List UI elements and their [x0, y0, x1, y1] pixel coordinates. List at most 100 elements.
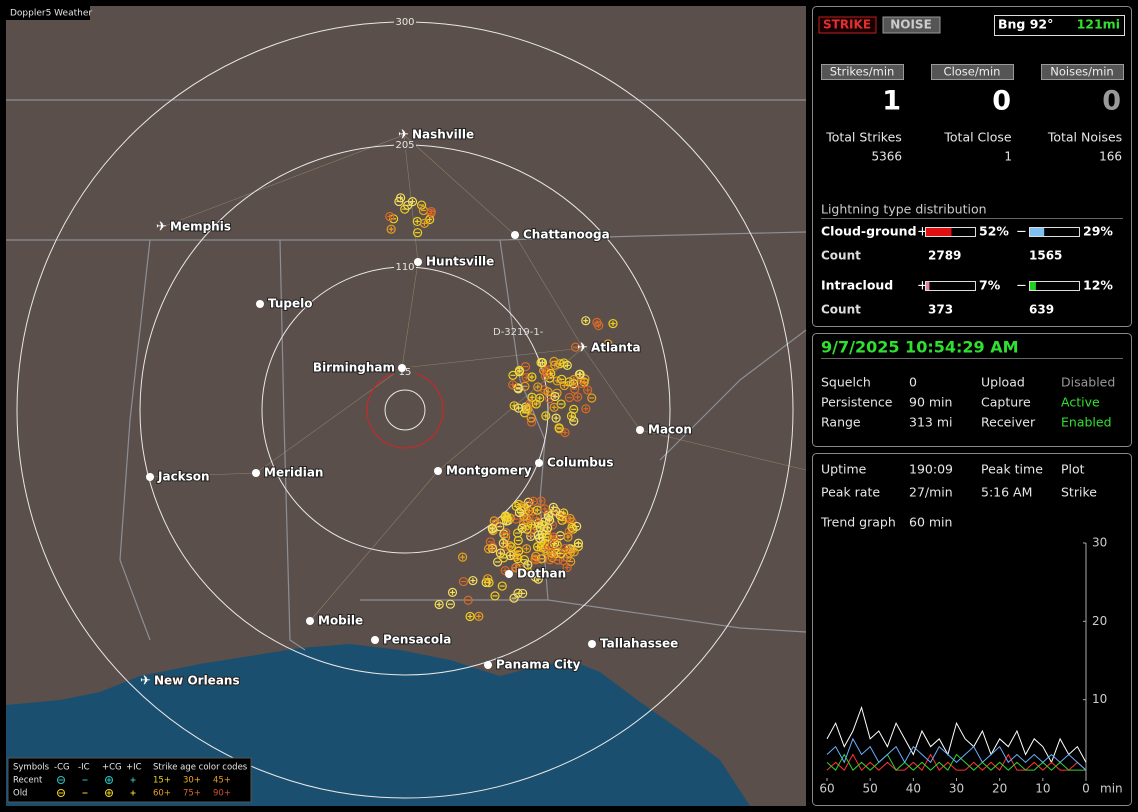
bar-frame — [1029, 227, 1080, 237]
city-label: New Orleans — [154, 674, 240, 688]
strike — [385, 211, 395, 222]
strike — [531, 399, 541, 409]
type-name: Cloud-ground — [821, 224, 917, 239]
strike — [532, 542, 543, 552]
strike — [523, 567, 534, 577]
strike — [563, 532, 573, 542]
strike-button[interactable] — [818, 16, 877, 34]
city-label: Birmingham — [313, 361, 395, 375]
total-value: 166 — [1099, 150, 1122, 164]
strike — [570, 342, 581, 352]
y-tick-label: 20 — [1092, 614, 1107, 628]
strike — [463, 595, 473, 605]
strike — [386, 224, 396, 234]
legend-text: 45+ — [213, 776, 231, 786]
rate-button — [1041, 64, 1124, 80]
strike — [484, 578, 494, 588]
legend-text: 75+ — [183, 789, 201, 799]
strike — [499, 553, 509, 563]
rate-button — [931, 64, 1014, 80]
count-value: 2789 — [928, 249, 961, 263]
percent-bar — [1030, 282, 1036, 290]
strike — [603, 339, 613, 349]
setting: 90 min — [909, 395, 952, 410]
strike — [570, 384, 580, 394]
city-dot — [146, 473, 154, 481]
legend-text: -CG — [54, 763, 70, 773]
percent-label: 12% — [1083, 278, 1113, 293]
count-value: 1565 — [1029, 249, 1062, 263]
ring-label: 205 — [395, 140, 414, 151]
rate-label: Noises/min — [1050, 65, 1113, 79]
strike — [416, 200, 427, 210]
count-label: Count — [821, 249, 861, 263]
strike — [527, 372, 537, 382]
total-value: 1 — [1004, 150, 1012, 164]
city-dot — [414, 258, 422, 266]
strike — [512, 551, 522, 562]
strike — [531, 551, 541, 561]
ring-label: 15 — [399, 367, 412, 378]
ring-label-bg — [394, 262, 416, 272]
setting: Receiver — [981, 415, 1036, 430]
strike — [513, 403, 524, 413]
strike — [587, 393, 597, 403]
count-value: 639 — [1029, 303, 1054, 317]
setting: Enabled — [1061, 415, 1112, 430]
strike — [554, 423, 564, 433]
strike — [557, 515, 567, 525]
strike — [511, 563, 521, 573]
stat: Strike — [1061, 485, 1097, 500]
strike — [551, 506, 561, 516]
city-dot — [484, 661, 492, 669]
strike — [592, 317, 602, 327]
setting: Capture — [981, 395, 1031, 410]
bearing-box — [994, 15, 1125, 36]
strike — [505, 550, 515, 561]
strike — [500, 532, 511, 542]
legend-symbol — [105, 776, 113, 784]
strike — [497, 581, 507, 591]
legend-text: 90+ — [213, 789, 231, 799]
count-label: Count — [821, 303, 861, 317]
percent-label: 7% — [979, 278, 1001, 293]
strike — [573, 538, 584, 548]
strike — [403, 200, 413, 210]
city-dot — [636, 426, 644, 434]
city-label: Atlanta — [591, 341, 641, 355]
city-label: Macon — [648, 423, 692, 437]
x-tick-label: 40 — [906, 782, 921, 796]
legend-symbol — [57, 789, 65, 797]
strike — [509, 593, 519, 603]
percent-bar — [926, 228, 952, 236]
strike — [498, 538, 508, 548]
strike — [426, 206, 436, 217]
strike — [537, 357, 547, 368]
stat: Uptime — [821, 462, 867, 477]
total-label: Total Strikes — [825, 130, 902, 145]
strike — [581, 404, 591, 414]
status-panel — [812, 6, 1132, 327]
percent-label: 29% — [1083, 224, 1113, 239]
strike — [550, 360, 560, 370]
y-tick-label: 30 — [1092, 536, 1107, 550]
legend-text: 15+ — [153, 776, 171, 786]
strike — [547, 520, 558, 530]
strike — [518, 588, 528, 599]
stat: Peak time — [981, 462, 1043, 477]
x-tick-label: 60 — [819, 782, 834, 796]
strike — [581, 316, 591, 326]
settings-panel — [812, 333, 1132, 447]
state-borders — [6, 99, 807, 651]
sign: − — [1016, 225, 1027, 240]
strike — [458, 552, 468, 562]
legend-text: Strike age color codes — [153, 763, 248, 773]
strike — [574, 369, 585, 379]
city-dot — [588, 640, 596, 648]
city-dot — [434, 467, 442, 475]
strike — [396, 193, 406, 203]
city-label: Panama City — [496, 658, 581, 672]
noise-button[interactable] — [882, 16, 941, 34]
strike — [502, 512, 512, 523]
strike — [508, 380, 518, 390]
